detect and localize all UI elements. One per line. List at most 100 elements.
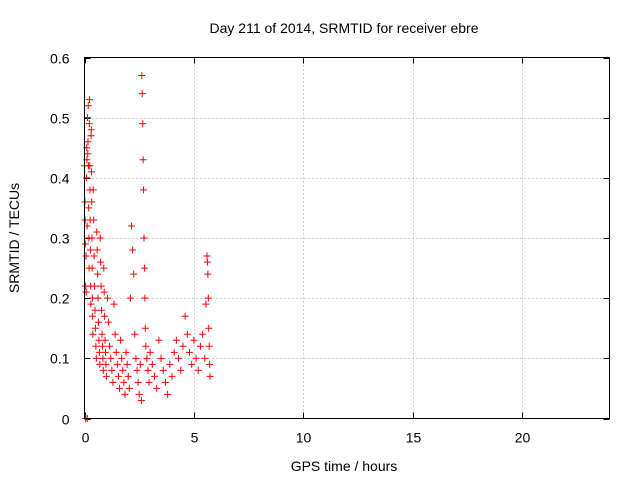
data-point [90, 216, 98, 224]
data-point [89, 186, 97, 194]
data-point [101, 336, 109, 344]
data-point [84, 114, 92, 122]
data-point [102, 372, 110, 380]
data-point [84, 150, 92, 158]
data-point [201, 354, 209, 362]
data-point [126, 294, 134, 302]
data-point [87, 126, 95, 134]
data-point [89, 330, 97, 338]
data-point [179, 342, 187, 350]
data-point [113, 360, 121, 368]
y-tick-label: 0.4 [50, 171, 70, 187]
data-point [81, 240, 89, 248]
data-point [164, 390, 172, 398]
data-point [95, 336, 103, 344]
data-point [153, 384, 161, 392]
data-point [94, 270, 102, 278]
data-point [98, 342, 106, 350]
data-point [82, 252, 90, 260]
data-point [116, 384, 123, 392]
data-point [90, 252, 98, 260]
data-point [100, 288, 108, 296]
x-tick-label: 20 [515, 430, 531, 446]
data-point [199, 330, 207, 338]
data-point [97, 258, 105, 266]
data-point [175, 354, 183, 362]
data-point [181, 312, 189, 320]
data-point [91, 324, 99, 332]
data-point [129, 246, 137, 254]
data-point [88, 264, 96, 272]
data-point [204, 294, 212, 302]
data-point [86, 96, 94, 104]
y-tick-label: 0.6 [50, 51, 70, 67]
data-point [140, 234, 148, 242]
data-point [87, 132, 95, 140]
data-point [111, 330, 119, 338]
data-point [144, 366, 152, 374]
data-point [99, 366, 107, 374]
data-point [95, 348, 103, 356]
data-point [194, 366, 202, 374]
data-point [130, 270, 138, 278]
data-point [94, 294, 102, 302]
y-axis-label: SRMTID / TECUs [6, 183, 22, 293]
data-point [119, 366, 127, 374]
data-point [110, 300, 118, 308]
data-point [159, 366, 167, 374]
data-point [88, 234, 96, 242]
data-point [146, 348, 154, 356]
x-tick-label: 0 [82, 430, 90, 446]
data-point [97, 282, 105, 290]
data-point [103, 294, 111, 302]
data-point [138, 72, 146, 80]
data-point [203, 258, 211, 266]
data-point [205, 342, 213, 350]
data-point [84, 138, 92, 146]
data-point [100, 264, 108, 272]
data-point [106, 342, 114, 350]
data-point [206, 372, 214, 380]
data-point [139, 156, 147, 164]
data-point [112, 348, 120, 356]
data-point [95, 318, 102, 326]
data-point [143, 354, 151, 362]
data-point [91, 282, 99, 290]
data-point [128, 222, 136, 230]
data-point [98, 306, 106, 314]
data-point [101, 312, 109, 320]
x-tick-label: 10 [296, 430, 312, 446]
data-point [141, 294, 149, 302]
data-point [161, 378, 169, 386]
data-point [88, 168, 95, 176]
data-point [140, 186, 148, 194]
data-point [84, 102, 92, 110]
axes: 0 0.1 0.2 0.3 0.4 0.5 0.6 0 5 10 15 20 [50, 51, 610, 446]
y-tick-label: 0.2 [50, 291, 70, 307]
data-point [121, 390, 129, 398]
data-point [102, 348, 109, 356]
data-point [114, 372, 122, 380]
data-point [141, 324, 149, 332]
x-tick-label: 5 [191, 430, 199, 446]
data-point [123, 360, 131, 368]
data-point [82, 288, 90, 296]
chart-title: Day 211 of 2014, SRMTID for receiver ebr… [210, 20, 479, 36]
data-point [204, 270, 212, 278]
data-point [93, 246, 101, 254]
data-points [81, 72, 214, 422]
data-point [166, 360, 174, 368]
data-point [172, 336, 180, 344]
x-tick-label: 15 [406, 430, 422, 446]
data-point [132, 354, 140, 362]
data-point [86, 162, 94, 170]
data-point [98, 330, 106, 338]
data-point [170, 348, 178, 356]
y-tick-label: 0.1 [50, 351, 70, 367]
data-point [135, 390, 143, 398]
data-point [89, 312, 97, 320]
data-point [157, 354, 165, 362]
data-point [183, 330, 191, 338]
data-point [92, 354, 100, 362]
